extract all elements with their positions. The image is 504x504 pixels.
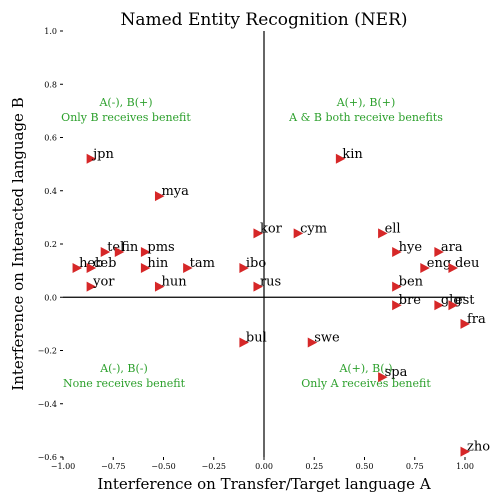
quadrant-annotation: A(-), B(-) [99,362,148,375]
x-tick-label: 0.50 [356,462,374,471]
point [392,281,402,292]
point [183,262,193,273]
point [392,246,402,257]
y-tick-label: 0.4 [44,187,57,196]
point-label: bul [246,331,267,346]
quadrant-annotation: A(+), B(-) [338,362,392,375]
point-label: fin [121,240,139,255]
point [448,262,458,273]
quadrant-annotation: Only A receives benefit [301,377,431,390]
point-label: cym [300,221,327,236]
point [86,262,97,273]
x-tick-label: −0.50 [151,462,176,471]
point-label: pms [147,240,174,255]
point [460,446,470,457]
point [293,228,304,239]
point [154,191,165,202]
x-tick-label: 0.25 [305,462,323,471]
point-label: rus [260,275,281,290]
point [253,228,263,239]
quadrant-annotation: None receives benefit [63,377,186,390]
point [86,153,97,164]
point [72,262,83,273]
y-tick-label: 0.6 [44,134,57,143]
point [434,300,444,311]
point [114,246,125,257]
quadrant-annotation: A & B both receive benefits [288,111,443,124]
point-label: bre [399,293,422,308]
y-tick-label: 0.8 [44,80,57,89]
point [378,372,388,383]
point [434,246,444,257]
point [140,262,151,273]
point-label: hun [161,275,187,290]
x-tick-label: 0.00 [255,462,273,471]
point-label: hin [147,256,169,271]
point-label: yor [92,275,115,290]
x-tick-label: −1.00 [51,462,76,471]
x-axis-label: Interference on Transfer/Target language… [97,475,431,493]
chart-title: Named Entity Recognition (NER) [120,10,407,30]
point-label: hye [399,240,423,255]
y-tick-label: −0.2 [38,347,57,356]
point-label: spa [385,365,408,380]
point [378,228,388,239]
point-label: ell [385,221,401,236]
point [140,246,151,257]
y-tick-label: −0.6 [38,453,57,462]
point [154,281,165,292]
point-label: ceb [93,256,116,271]
point [239,262,249,273]
point [335,153,346,164]
y-tick-label: −0.4 [38,400,57,409]
quadrant-annotation: A(+), B(+) [336,96,396,109]
point [253,281,263,292]
point [307,337,318,348]
x-tick-label: 1.00 [456,462,474,471]
point [392,300,402,311]
point-label: kin [342,147,363,162]
point-label: ben [399,275,424,290]
quadrant-annotation: Only B receives benefit [61,111,191,124]
point [239,337,249,348]
point [86,281,97,292]
x-tick-label: −0.25 [201,462,226,471]
point-label: fra [467,312,486,327]
point-label: ara [441,240,463,255]
y-tick-label: 1.0 [44,27,57,36]
point-label: deu [455,256,479,271]
y-tick-label: 0.2 [44,240,57,249]
x-tick-label: −0.75 [101,462,126,471]
point [420,262,430,273]
y-axis-label: Interference on Interacted language B [9,97,27,390]
point-label: mya [161,184,189,199]
point-label: est [455,293,475,308]
point-label: zho [467,440,490,455]
point-label: jpn [91,147,114,162]
x-tick-label: 0.75 [406,462,424,471]
point-label: kor [260,221,283,236]
point-label: heb [79,256,103,271]
point-label: ibo [246,256,266,271]
point-label: swe [314,331,340,346]
point [100,246,111,257]
y-tick-label: 0.0 [44,293,57,302]
point-label: eng [427,256,451,271]
point [448,300,458,311]
point [460,318,470,329]
point-label: tam [190,256,215,271]
quadrant-annotation: A(-), B(+) [98,96,152,109]
